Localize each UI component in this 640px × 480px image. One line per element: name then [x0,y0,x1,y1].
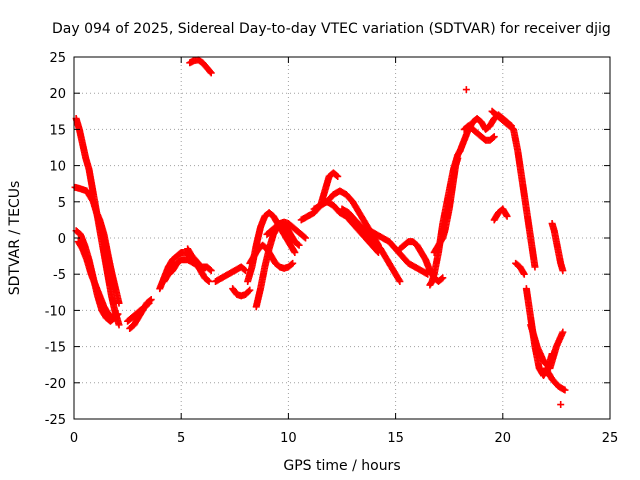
data-point [204,277,212,285]
data-point [246,286,254,294]
data-point [396,277,404,285]
y-tick-label: -5 [53,268,66,283]
data-point [111,285,119,293]
data-point [147,296,155,304]
data-point [240,266,248,274]
axis-ticks: 0 5 10 15 20 25 -25 -20 -15 -10 -5 0 5 10 15 20 25 [45,51,619,446]
data-point [115,321,123,329]
data-point [289,259,297,267]
data-point [294,240,302,248]
data-point [439,274,447,282]
x-tick-label: 20 [495,431,512,446]
data-points [71,56,569,409]
x-tick-label: 0 [70,431,78,446]
data-point [112,311,120,319]
data-point [531,263,539,271]
data-point [557,401,565,409]
y-tick-label: 0 [58,232,66,247]
data-point [207,267,215,275]
data-point [334,172,342,180]
y-tick-label: -15 [45,341,66,356]
data-point [503,212,511,220]
data-point [288,260,296,268]
y-tick-label: -20 [45,377,66,392]
data-point [245,287,253,295]
data-point [207,69,215,77]
data-point [559,328,567,336]
data-point [489,134,497,142]
data-point [113,310,121,318]
x-tick-label: 10 [280,431,297,446]
data-point [295,241,303,249]
data-point [205,277,213,285]
data-point [395,276,403,284]
data-point [206,266,214,274]
y-tick-label: 5 [58,196,66,211]
x-tick-label: 25 [602,431,619,446]
data-point [438,275,446,283]
data-point [300,233,308,241]
data-point [462,86,470,94]
data-point [145,299,153,307]
data-point [144,300,152,308]
data-point [561,386,569,394]
x-axis-label: GPS time / hours [283,458,400,474]
data-point [206,68,214,76]
data-point [454,154,462,162]
data-point [559,267,567,275]
x-tick-label: 15 [387,431,404,446]
y-tick-label: 15 [49,123,66,138]
data-point [291,248,299,256]
y-tick-label: 25 [49,51,66,66]
data-point [520,270,528,278]
data-point [302,234,310,242]
chart-title: Day 094 of 2025, Sidereal Day-to-day VTE… [52,21,611,37]
x-tick-label: 5 [177,431,185,446]
data-point [115,299,123,307]
y-tick-label: 10 [49,160,66,175]
y-tick-label: -10 [45,304,66,319]
y-axis-label: SDTVAR / TECUs [7,181,23,296]
y-tick-label: -25 [45,413,66,428]
data-point [333,172,341,180]
data-point [490,133,498,141]
y-tick-label: 20 [49,87,66,102]
